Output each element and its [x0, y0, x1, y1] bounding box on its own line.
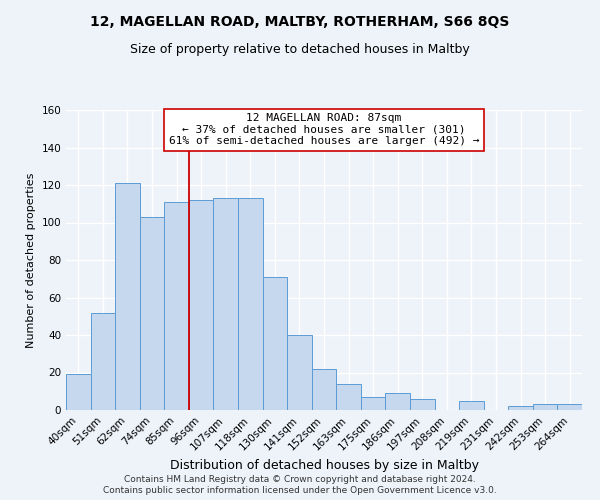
Y-axis label: Number of detached properties: Number of detached properties: [26, 172, 36, 348]
Bar: [557, 404, 582, 410]
Text: 12 MAGELLAN ROAD: 87sqm
← 37% of detached houses are smaller (301)
61% of semi-d: 12 MAGELLAN ROAD: 87sqm ← 37% of detache…: [169, 113, 479, 146]
Bar: [238, 198, 263, 410]
Bar: [361, 397, 385, 410]
Text: Contains public sector information licensed under the Open Government Licence v3: Contains public sector information licen…: [103, 486, 497, 495]
Bar: [385, 393, 410, 410]
Bar: [189, 200, 214, 410]
Bar: [508, 406, 533, 410]
Bar: [410, 399, 434, 410]
X-axis label: Distribution of detached houses by size in Maltby: Distribution of detached houses by size …: [170, 458, 479, 471]
Bar: [287, 335, 312, 410]
Bar: [459, 400, 484, 410]
Bar: [66, 374, 91, 410]
Text: Size of property relative to detached houses in Maltby: Size of property relative to detached ho…: [130, 42, 470, 56]
Bar: [115, 183, 140, 410]
Text: Contains HM Land Registry data © Crown copyright and database right 2024.: Contains HM Land Registry data © Crown c…: [124, 475, 476, 484]
Bar: [533, 404, 557, 410]
Bar: [263, 277, 287, 410]
Text: 12, MAGELLAN ROAD, MALTBY, ROTHERHAM, S66 8QS: 12, MAGELLAN ROAD, MALTBY, ROTHERHAM, S6…: [91, 15, 509, 29]
Bar: [91, 312, 115, 410]
Bar: [140, 217, 164, 410]
Bar: [312, 369, 336, 410]
Bar: [164, 202, 189, 410]
Bar: [214, 198, 238, 410]
Bar: [336, 384, 361, 410]
